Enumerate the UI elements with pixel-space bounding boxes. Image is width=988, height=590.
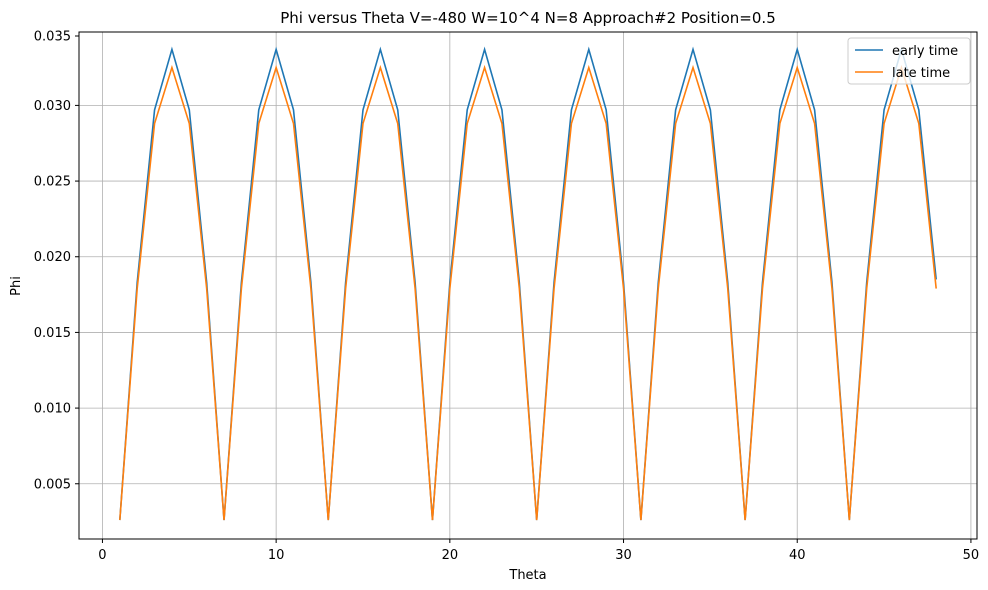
legend-label-early-time: early time <box>892 44 958 59</box>
y-tick-label: 0.015 <box>34 326 71 341</box>
legend: early time late time <box>847 37 971 85</box>
x-tick-label: 10 <box>268 548 285 563</box>
y-tick-label: 0.020 <box>34 250 71 265</box>
y-tick-label: 0.030 <box>34 99 71 114</box>
x-tick-label: 0 <box>98 548 106 563</box>
y-tick-label: 0.005 <box>34 477 71 492</box>
x-axis-ticks: 0 10 20 30 40 50 <box>98 539 979 563</box>
plot-series <box>119 46 937 521</box>
x-axis-label: Theta <box>508 568 546 583</box>
chart-title: Phi versus Theta V=-480 W=10^4 N=8 Appro… <box>280 9 775 27</box>
y-tick-label: 0.025 <box>34 175 71 190</box>
plot-frame <box>78 31 978 540</box>
legend-label-late-time: late time <box>892 66 950 81</box>
y-tick-label: 0.010 <box>34 402 71 417</box>
y-axis-ticks: 0.005 0.010 0.015 0.020 0.025 0.030 0.035 <box>34 30 79 492</box>
x-tick-label: 20 <box>442 548 459 563</box>
x-tick-label: 50 <box>963 548 980 563</box>
series-line-late-time <box>119 64 937 521</box>
x-tick-label: 40 <box>789 548 806 563</box>
y-axis-label: Phi <box>9 276 24 296</box>
x-tick-label: 30 <box>615 548 632 563</box>
x-gridlines <box>102 32 972 539</box>
y-gridlines <box>79 105 977 485</box>
y-tick-label-top: 0.035 <box>34 30 71 45</box>
